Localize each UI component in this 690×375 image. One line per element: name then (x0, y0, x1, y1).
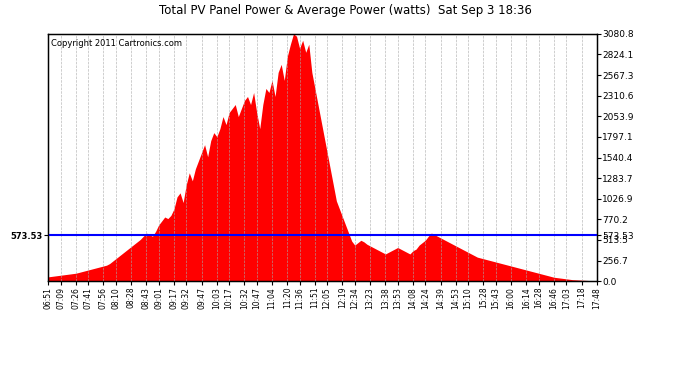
Text: Total PV Panel Power & Average Power (watts)  Sat Sep 3 18:36: Total PV Panel Power & Average Power (wa… (159, 4, 531, 17)
Text: Copyright 2011 Cartronics.com: Copyright 2011 Cartronics.com (51, 39, 182, 48)
